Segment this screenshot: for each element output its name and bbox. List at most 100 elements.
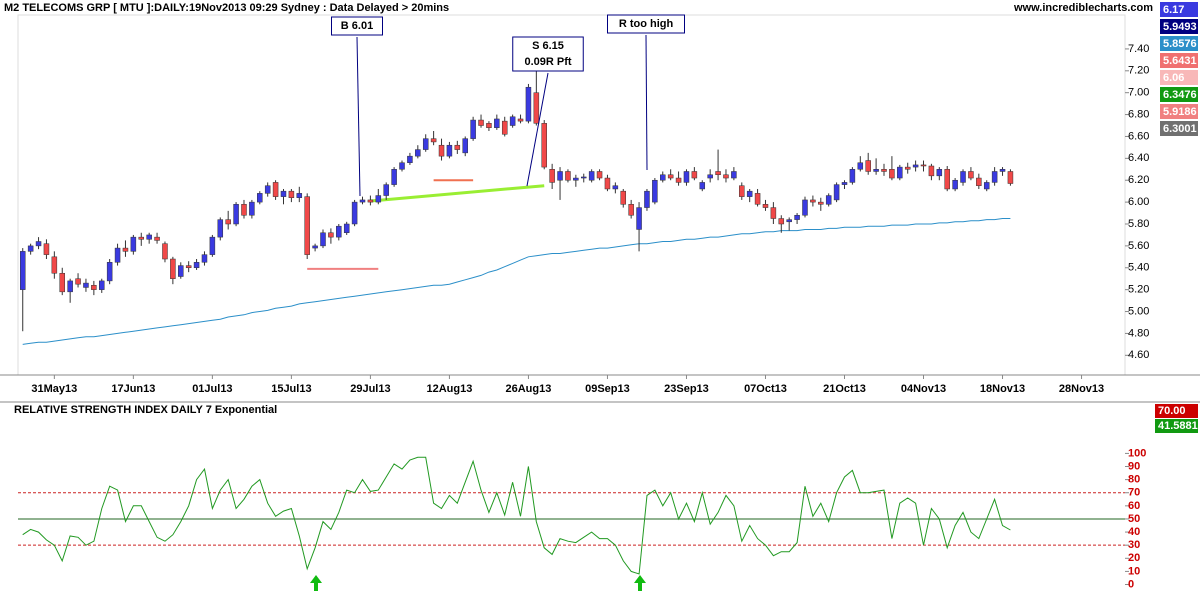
candle-body [162,243,168,260]
candle-body [715,171,721,176]
annotation-box [331,16,383,36]
candle-body [43,243,50,255]
y-tick-label: 4.80 [1128,327,1149,339]
x-tick-label: 01Jul13 [192,383,232,395]
candle-body [288,190,295,198]
candle-body [596,171,603,179]
candle-body [818,201,824,205]
y-tick-label: 5.80 [1128,218,1149,230]
price-label-box [1160,2,1198,17]
candle-body [51,256,58,274]
candle-body [359,199,366,203]
price-label-box [1160,36,1198,51]
annotation-pointer [356,36,361,197]
x-tick-label: 07Oct13 [744,383,787,395]
y-tick-label: 5.40 [1128,262,1149,274]
candle-body [628,204,634,216]
candle-body [707,174,713,179]
candle-body [580,176,587,179]
candle-body [691,171,698,179]
x-tick-label: 28Nov13 [1059,383,1104,395]
moving-average [22,218,1011,345]
y-tick-label: 40 [1128,526,1140,538]
candle-body [936,169,943,177]
x-tick-label: 26Aug13 [506,383,552,395]
candle-body [565,171,571,181]
candle-body [889,169,895,179]
candle-body [35,241,42,247]
candle-body [486,123,492,128]
candle-body [122,247,129,252]
candle-body [312,245,318,249]
candle-body [778,218,785,225]
x-tick-label: 31May13 [31,383,77,395]
candle-body [257,193,263,203]
annotation-box [607,14,685,34]
x-tick-label: 09Sep13 [585,383,630,395]
y-tick-label: 7.00 [1128,87,1149,99]
candle-body [825,195,832,205]
candle-body [739,185,745,197]
annotation-text: R too high [619,18,674,30]
candle-body [604,177,611,190]
candle-body [99,280,105,290]
price-label: 5.6431 [1163,55,1197,67]
candle-body [27,245,34,252]
y-tick-label: 5.00 [1128,305,1149,317]
candle-body [612,185,619,190]
candle-body [968,171,974,179]
candle-body [446,144,453,157]
candle-body [178,265,184,277]
candle-body [525,86,532,122]
price-label: 6.17 [1163,4,1184,16]
candle-body [786,219,792,223]
price-label-box [1160,104,1198,119]
candle-body [912,164,919,168]
y-tick-label: 60 [1128,500,1140,512]
candle-body [509,116,516,126]
y-tick-label: 7.40 [1128,43,1149,55]
candle-body [415,149,421,157]
price-label-box [1160,87,1198,102]
candle-body [573,177,579,181]
candle-body [802,199,808,216]
candle-body [201,254,208,263]
candle-body [983,182,990,190]
candle-body [833,184,840,201]
candle-body [383,184,389,196]
rsi-title: RELATIVE STRENGTH INDEX DAILY 7 Exponent… [14,404,277,416]
candle-body [952,179,958,190]
candle-body [770,207,777,219]
candle-body [19,251,26,290]
y-tick-label: 6.00 [1128,196,1149,208]
y-tick-label: 6.60 [1128,130,1149,142]
y-tick-label: 4.60 [1128,349,1149,361]
annotation-text: 0.09R Pft [524,56,571,68]
candle-body [320,232,326,247]
candle-body [67,280,73,293]
candle-body [241,204,247,216]
price-label: 5.9186 [1163,106,1197,118]
price-label: 6.3476 [1163,89,1197,101]
candle-body [746,190,753,197]
x-tick-label: 23Sep13 [664,383,709,395]
annotation-pointer [645,34,648,171]
candle-body [865,160,871,172]
candle-body [762,204,769,208]
candle-body [438,144,445,157]
x-tick-label: 15Jul13 [271,383,311,395]
y-tick-label: 20 [1128,552,1140,564]
candle-body [920,164,927,167]
candle-body [675,177,682,183]
x-tick-label: 21Oct13 [823,383,866,395]
y-tick-label: 50 [1128,513,1140,525]
y-tick-label: 5.20 [1128,284,1149,296]
annotation-pointer [526,72,549,187]
candle-body [209,236,216,255]
price-label: 5.8576 [1163,38,1197,50]
candle-body [699,182,706,190]
candle-body [754,193,761,205]
candle-body [130,236,137,252]
candle-body [59,272,65,293]
y-tick-label: 90 [1128,460,1140,472]
